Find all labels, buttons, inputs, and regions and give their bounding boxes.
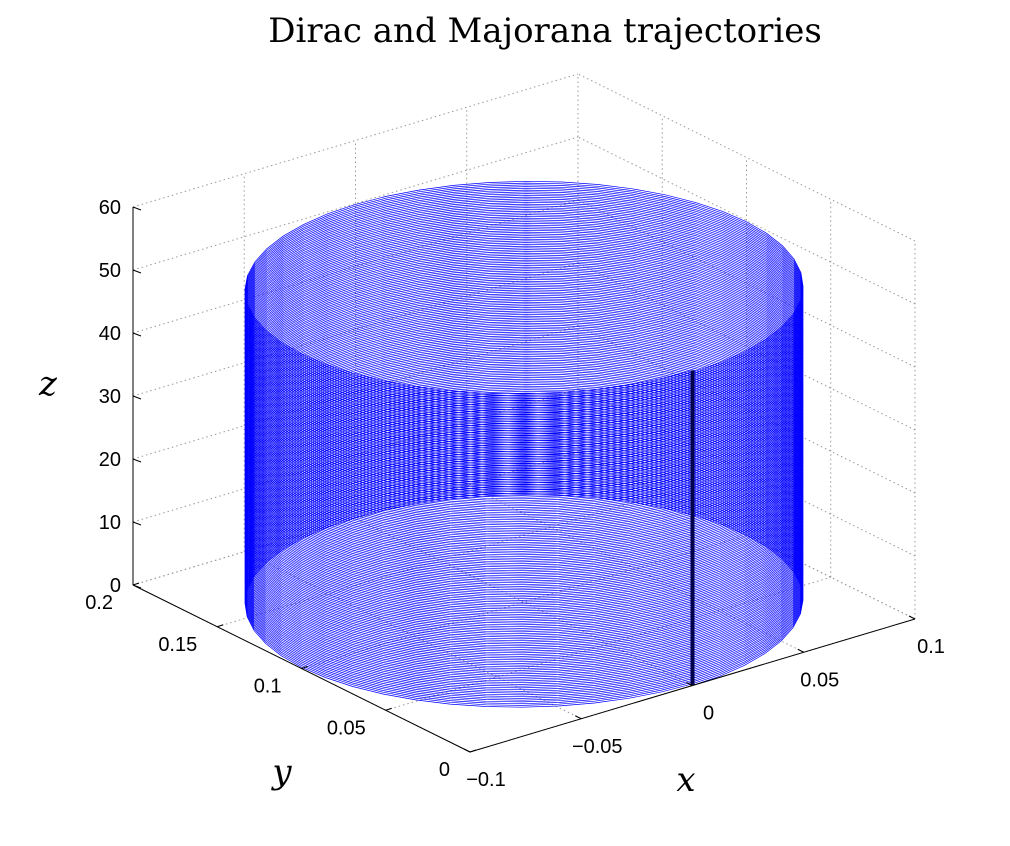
z-tick-mark — [132, 206, 142, 211]
grid-line — [385, 576, 831, 711]
helix-trajectory-line — [244, 180, 804, 708]
x-tick-label: −0.1 — [466, 769, 505, 791]
y-tick-mark — [217, 624, 224, 628]
y-tick-label: 0.15 — [158, 634, 197, 656]
y-tick-mark — [469, 749, 477, 753]
z-tick-label: 0 — [110, 575, 121, 597]
tick-labels: −0.1−0.0500.050.100.050.10.150.201020304… — [85, 197, 945, 791]
x-tick-mark — [575, 715, 582, 720]
z-tick-mark — [132, 458, 142, 463]
x-tick-label: 0.1 — [917, 636, 945, 658]
y-tick-label: 0 — [439, 759, 450, 781]
z-tick-mark — [132, 332, 142, 337]
z-tick-label: 30 — [99, 386, 121, 408]
x-tick-label: −0.05 — [572, 736, 623, 758]
x-tick-label: 0 — [703, 703, 714, 725]
grid-line — [132, 73, 579, 208]
x-tick-label: 0.05 — [800, 669, 839, 691]
z-tick-mark — [132, 395, 142, 400]
z-tick-label: 60 — [99, 197, 121, 219]
y-tick-label: 0.2 — [85, 592, 113, 614]
z-tick-mark — [132, 521, 142, 526]
x-tick-mark — [686, 682, 693, 686]
z-axis-label: z — [38, 364, 58, 404]
z-tick-label: 10 — [99, 512, 121, 534]
z-tick-mark — [132, 584, 142, 589]
x-tick-mark — [908, 615, 916, 620]
x-axis-label: x — [676, 760, 695, 800]
y-tick-mark — [385, 707, 392, 711]
chart-title: Dirac and Majorana trajectories — [268, 11, 822, 51]
y-tick-label: 0.1 — [254, 676, 282, 698]
x-tick-mark — [463, 748, 471, 753]
y-tick-mark — [301, 666, 308, 669]
z-tick-label: 20 — [99, 449, 121, 471]
grid-line — [132, 136, 579, 271]
helix-series-line — [244, 180, 804, 708]
y-tick-mark — [132, 582, 140, 586]
x-tick-mark — [797, 648, 804, 653]
z-tick-label: 50 — [99, 260, 121, 282]
z-tick-mark — [132, 269, 142, 274]
z-tick-label: 40 — [99, 323, 121, 345]
axes — [132, 206, 916, 753]
y-tick-label: 0.05 — [327, 717, 366, 739]
y-axis-label: y — [270, 752, 292, 792]
